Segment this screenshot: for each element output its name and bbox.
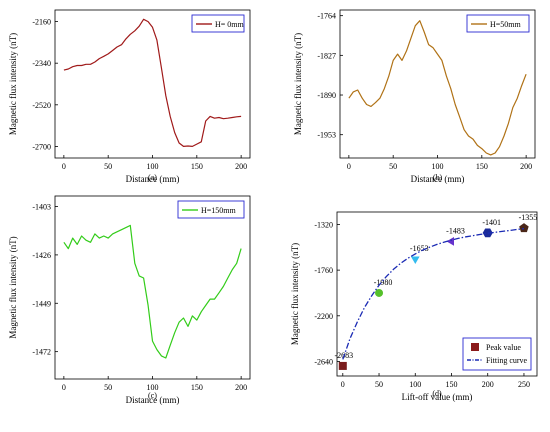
x-tick-label: 0	[62, 162, 66, 171]
y-axis-label: Magnetic flux intensity (nT)	[8, 33, 18, 135]
x-tick-label: 50	[104, 383, 112, 392]
data-point	[375, 288, 384, 297]
data-label: -1980	[374, 278, 393, 287]
y-tick-label: -2640	[314, 357, 333, 366]
y-tick-label: -2200	[314, 312, 333, 321]
plot-frame	[336, 211, 538, 377]
data-point	[482, 228, 493, 238]
x-tick-label: 0	[347, 162, 351, 171]
legend-box	[191, 14, 245, 33]
y-tick-label: -1449	[32, 299, 51, 308]
y-axis-label: Magnetic flux intensity (nT)	[293, 33, 303, 135]
y-tick-label: -1320	[314, 220, 333, 229]
x-tick-label: 150	[191, 162, 203, 171]
panel-d: 0 50 100 150 200 250 -1320 -1760 -2200 -2640 Lift-…	[290, 211, 538, 402]
x-tick-label: 150	[445, 380, 457, 389]
x-tick-label: 200	[520, 162, 532, 171]
x-tick-label: 50	[104, 162, 112, 171]
x-axis-label: Distance (mm)	[411, 174, 465, 184]
series-line-fitting-curve	[342, 227, 525, 360]
y-tick-label: -1953	[317, 131, 336, 140]
y-tick-label: -2340	[32, 59, 51, 68]
legend-label: H=50mm	[490, 20, 522, 29]
legend-label: H=150mm	[201, 206, 237, 215]
y-tick-label: -1472	[32, 348, 51, 357]
legend-box	[177, 200, 245, 219]
y-tick-label: -1426	[32, 251, 51, 260]
panel-caption: (c)	[148, 391, 157, 400]
panel-caption: (d)	[432, 389, 442, 398]
data-point	[338, 361, 347, 370]
x-tick-label: 0	[62, 383, 66, 392]
data-point	[519, 223, 529, 233]
x-axis-label: Distance (mm)	[126, 395, 180, 405]
panel-caption: (a)	[148, 173, 157, 182]
y-tick-label: -1890	[317, 91, 336, 100]
x-tick-label: 250	[518, 380, 530, 389]
legend-label: H= 0mm	[215, 20, 245, 29]
y-axis-label: Magnetic flux intensity (nT)	[290, 243, 300, 345]
y-tick-label: -1760	[314, 266, 333, 275]
x-tick-label: 50	[389, 162, 397, 171]
x-tick-label: 100	[432, 162, 444, 171]
series-line-c	[63, 224, 242, 359]
series-line-b	[348, 20, 527, 156]
x-tick-label: 150	[476, 162, 488, 171]
y-tick-label: -1764	[317, 12, 336, 21]
y-axis-label: Magnetic flux intensity (nT)	[8, 236, 18, 338]
data-label: -1653	[410, 244, 429, 253]
data-label: -1401	[482, 218, 501, 227]
x-axis-label: Distance (mm)	[126, 174, 180, 184]
data-label: -1355	[519, 213, 538, 222]
x-tick-label: 100	[147, 162, 159, 171]
y-tick-label: -2160	[32, 18, 51, 27]
y-tick-label: -2520	[32, 101, 51, 110]
y-tick-label: -1403	[32, 203, 51, 212]
legend-label: Fitting curve	[486, 356, 528, 365]
data-point	[446, 237, 454, 246]
series-line-a	[63, 18, 242, 147]
panel-b: 0 50 100 150 200 -1764 -1827 -1890 -1953 Distance…	[293, 9, 536, 184]
x-axis-label: Lift-off value (mm)	[402, 392, 473, 402]
data-label: -1483	[446, 226, 465, 235]
panel-caption: (b)	[433, 173, 443, 182]
panel-c: 0 50 100 150 200 -1403 -1426 -1449 -1472 Distance…	[8, 195, 251, 405]
x-tick-label: 50	[375, 380, 383, 389]
data-point	[410, 256, 420, 264]
y-tick-label: -1827	[317, 51, 336, 60]
legend-label: Peak value	[486, 343, 521, 352]
legend-box	[466, 14, 530, 33]
legend-marker	[471, 343, 479, 351]
y-tick-label: -2700	[32, 142, 51, 151]
x-tick-label: 150	[191, 383, 203, 392]
x-tick-label: 100	[409, 380, 421, 389]
x-tick-label: 200	[235, 162, 247, 171]
plot-frame	[54, 195, 251, 380]
x-tick-label: 200	[482, 380, 494, 389]
panel-a: 0 50 100 150 200 -2160 -2340 -2520 -2700 Distance…	[8, 9, 251, 184]
x-tick-label: 0	[341, 380, 345, 389]
x-tick-label: 200	[235, 383, 247, 392]
x-tick-label: 100	[147, 383, 159, 392]
